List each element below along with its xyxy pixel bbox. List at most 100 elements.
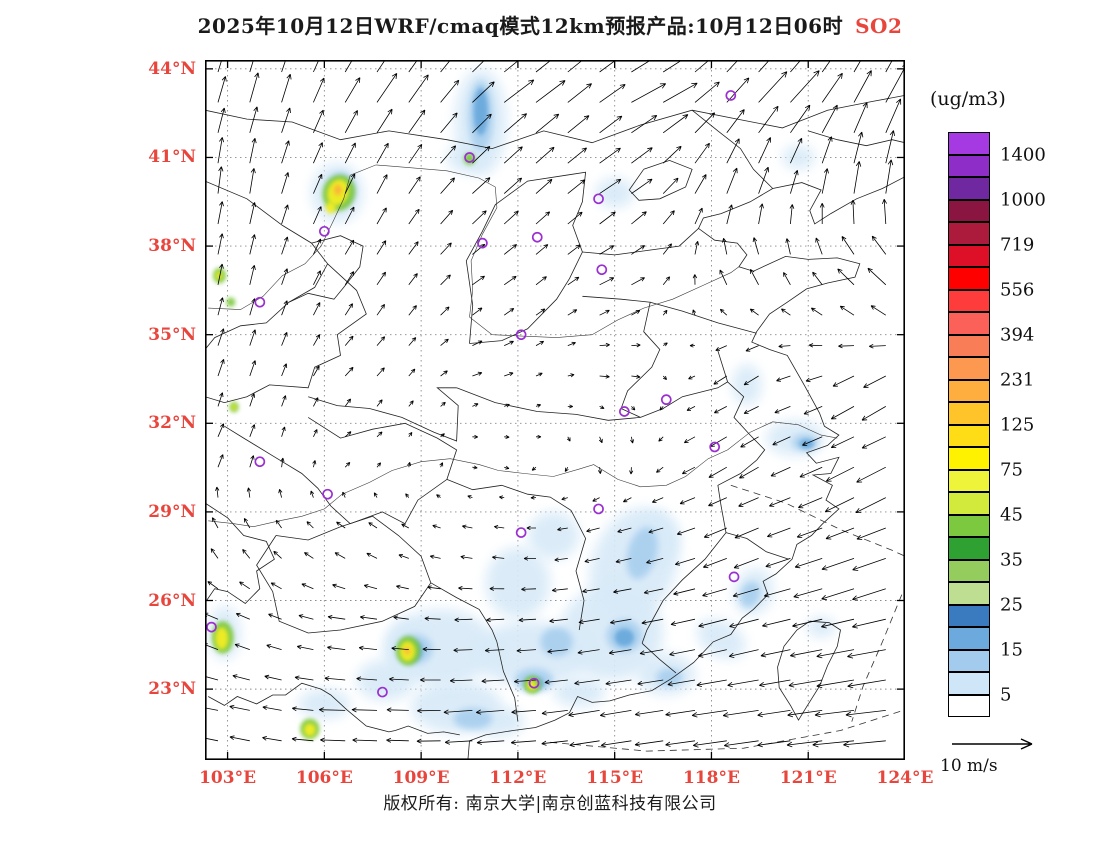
city-marker	[709, 441, 721, 453]
wind-arrow	[885, 60, 893, 73]
wind-arrow	[408, 305, 417, 316]
wind-arrow	[440, 370, 448, 377]
wind-arrow	[444, 739, 473, 745]
wind-arrow	[608, 649, 632, 655]
wind-arrow	[814, 710, 855, 718]
wind-arrow	[662, 276, 671, 286]
wind-arrow	[769, 497, 791, 507]
wind-arrow	[821, 168, 829, 194]
wind-arrow	[723, 740, 759, 748]
wind-arrow	[843, 740, 886, 748]
wind-arrow	[790, 104, 811, 134]
lon-label: 118°E	[682, 768, 740, 788]
province-boundary	[465, 171, 587, 344]
wind-arrow	[732, 588, 759, 598]
wind-arrow	[376, 73, 398, 103]
lon-label: 121°E	[779, 768, 837, 788]
wind-arrow	[853, 70, 872, 103]
wind-arrow	[291, 736, 314, 742]
wind-arrow	[729, 618, 759, 628]
wind-arrow	[852, 618, 886, 629]
wind-arrow	[432, 524, 441, 529]
wind-arrow	[217, 359, 225, 377]
wind-arrow	[796, 527, 823, 538]
province-boundary	[205, 502, 275, 605]
wind-arrow	[531, 466, 537, 471]
wind-arrow	[420, 677, 441, 683]
wind-arrow	[344, 239, 355, 255]
wind-arrow	[440, 401, 446, 407]
wind-arrow	[567, 83, 592, 103]
legend-color-box	[948, 582, 990, 605]
wind-arrow	[598, 436, 603, 444]
wind-arrow	[273, 550, 282, 559]
coastline	[208, 682, 460, 736]
wind-arrow	[698, 618, 727, 628]
wind-arrow	[268, 613, 282, 620]
wind-arrow	[535, 113, 560, 134]
wind-arrow	[458, 586, 473, 591]
province-boundary	[308, 387, 459, 442]
wind-arrow	[313, 365, 320, 377]
wind-arrow	[749, 308, 759, 316]
city-marker	[593, 503, 604, 515]
wind-arrow	[239, 581, 251, 590]
dashed-boundary	[730, 484, 905, 557]
wind-arrow	[694, 174, 707, 194]
wind-arrow	[504, 403, 510, 408]
so2-plume	[231, 404, 237, 410]
wind-arrow	[217, 107, 226, 133]
wind-arrow	[599, 178, 622, 194]
lat-label: 38°N	[148, 236, 196, 257]
wind-arrow	[692, 740, 727, 748]
wind-arrow	[592, 497, 600, 502]
lat-label: 41°N	[148, 147, 196, 168]
city-marker	[206, 621, 217, 633]
wind-arrow	[476, 739, 505, 745]
province-boundary	[446, 479, 572, 511]
wind-arrow	[526, 525, 536, 531]
wind-arrow	[845, 710, 886, 718]
wind-arrow	[408, 176, 421, 194]
wind-arrow	[726, 109, 745, 134]
wind-arrow	[408, 109, 426, 134]
legend-value: 719	[1000, 234, 1035, 255]
legend-value: 35	[1000, 549, 1023, 570]
legend-color-box	[948, 469, 990, 492]
wind-arrow	[855, 497, 886, 513]
wind-arrow	[422, 646, 441, 652]
province-boundary	[256, 515, 432, 634]
wind-arrow	[503, 244, 517, 255]
wind-arrow	[726, 167, 738, 194]
wind-arrow	[567, 115, 590, 134]
wind-arrow	[838, 343, 855, 349]
wind-arrow	[885, 159, 894, 194]
legend-color-box	[948, 537, 990, 560]
wind-arrow	[658, 436, 664, 442]
page-title: 2025年10月12日WRF/cmaq模式12km预报产品:10月12日06时 S…	[0, 10, 1100, 39]
wind-arrow	[726, 60, 739, 73]
wind-arrow	[578, 618, 600, 625]
wind-arrow	[493, 525, 505, 530]
wind-arrow	[825, 527, 855, 540]
wind-arrow	[351, 707, 378, 713]
rivers	[208, 164, 838, 528]
legend-value: 556	[1000, 279, 1035, 300]
wind-arrow	[821, 618, 855, 629]
wind-arrow	[758, 105, 779, 134]
wind-arrow	[629, 467, 634, 475]
wind-arrow	[386, 737, 409, 743]
lat-label: 35°N	[148, 324, 196, 345]
wind-arrow	[622, 497, 632, 503]
wind-arrow	[662, 177, 679, 194]
wind-arrow	[368, 522, 378, 529]
wind-arrow	[662, 375, 667, 380]
wind-arrow	[783, 272, 791, 285]
legend-color-box	[948, 267, 990, 290]
wind-arrow	[812, 740, 855, 748]
wind-arrow	[696, 679, 727, 687]
lon-label: 106°E	[295, 768, 353, 788]
wind-arrow	[615, 558, 632, 564]
wind-arrow	[492, 555, 505, 560]
